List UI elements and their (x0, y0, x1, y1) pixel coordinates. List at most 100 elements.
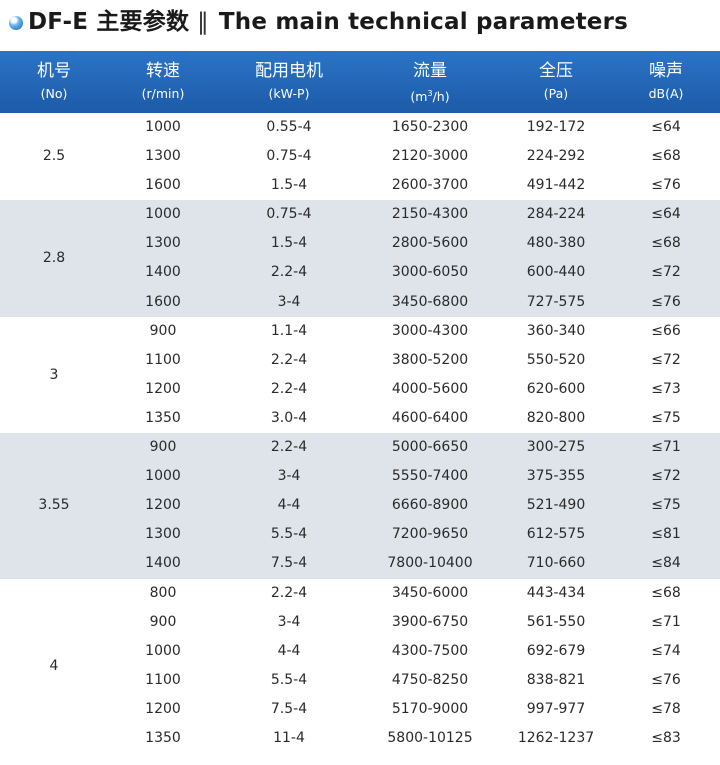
motor-cell: 5.5-4 (270, 526, 308, 543)
table-row: 1200 7.5-4 5170-9000 997-977 ≤78 (0, 695, 720, 724)
header-pressure-unit: (Pa) (543, 86, 569, 101)
model-group: 3 900 1.1-4 3000-4300 360-340 ≤66 1100 2.2-4 380… (0, 317, 720, 433)
motor-cell: 2.2-4 (270, 351, 308, 368)
model-group: 3.55 900 2.2-4 5000-6650 300-275 ≤71 1000 3-4 55… (0, 433, 720, 579)
table-row: 1350 11-4 5800-10125 1262-1237 ≤83 (0, 724, 720, 753)
motor-cell: 5.5-4 (270, 671, 308, 688)
pressure-cell: 521-490 (526, 497, 586, 514)
flow-cell: 2800-5600 (391, 235, 469, 252)
flow-cell: 5000-6650 (391, 439, 469, 456)
header-speed: 转速 (r/min) (108, 51, 218, 113)
model-number: 2.5 (42, 148, 66, 164)
header-flow-unit-pre: (m (410, 89, 428, 104)
header-speed-unit: (r/min) (141, 86, 185, 101)
motor-cell: 1.1-4 (270, 322, 308, 339)
table-row: 1100 2.2-4 3800-5200 550-520 ≤72 (0, 346, 720, 375)
pressure-cell: 710-660 (526, 555, 586, 572)
blue-bullet-icon (9, 16, 23, 30)
table-row: 1300 1.5-4 2800-5600 480-380 ≤68 (0, 229, 720, 258)
speed-cell: 1100 (145, 671, 181, 688)
noise-cell: ≤74 (651, 642, 681, 659)
motor-cell: 3-4 (277, 613, 301, 630)
table-row: 900 3-4 3900-6750 561-550 ≤71 (0, 608, 720, 637)
noise-cell: ≤71 (651, 439, 681, 456)
pressure-cell: 727-575 (526, 293, 586, 310)
header-noise-unit: dB(A) (648, 86, 684, 101)
flow-cell: 3900-6750 (391, 613, 469, 630)
header-noise: 噪声 dB(A) (612, 51, 720, 113)
table-row: 1200 2.2-4 4000-5600 620-600 ≤73 (0, 375, 720, 404)
speed-cell: 1200 (145, 380, 181, 397)
flow-cell: 4600-6400 (391, 409, 469, 426)
header-speed-label: 转速 (146, 61, 180, 81)
speed-cell: 1400 (145, 555, 181, 572)
header-noise-label: 噪声 (649, 61, 683, 81)
pressure-cell: 300-275 (526, 439, 586, 456)
flow-cell: 5800-10125 (387, 730, 473, 747)
speed-cell: 800 (149, 584, 177, 601)
pressure-cell: 491-442 (526, 177, 586, 194)
speed-cell: 1000 (145, 119, 181, 135)
model-number: 2.8 (42, 250, 66, 267)
motor-cell: 7.5-4 (270, 700, 308, 717)
table-row: 800 2.2-4 3450-6000 443-434 ≤68 (0, 579, 720, 608)
noise-cell: ≤78 (651, 700, 681, 717)
motor-cell: 0.75-4 (266, 206, 312, 223)
table-row: 1000 3-4 5550-7400 375-355 ≤72 (0, 462, 720, 491)
flow-cell: 2120-3000 (391, 148, 469, 165)
noise-cell: ≤68 (651, 148, 681, 165)
header-flow: 流量 (m3/h) (360, 51, 500, 113)
model-group: 2.8 1000 0.75-4 2150-4300 284-224 ≤64 1300 1.5-… (0, 200, 720, 317)
header-pressure: 全压 (Pa) (500, 51, 612, 113)
motor-cell: 3-4 (277, 293, 301, 310)
flow-cell: 3000-6050 (391, 264, 469, 281)
header-model: 机号 (No) (0, 51, 108, 113)
model-group: 4 800 2.2-4 3450-6000 443-434 ≤68 900 3-4 3900-6… (0, 579, 720, 754)
table-row: 1350 3.0-4 4600-6400 820-800 ≤75 (0, 404, 720, 433)
header-pressure-label: 全压 (539, 61, 573, 81)
flow-cell: 2150-4300 (391, 206, 469, 223)
motor-cell: 2.2-4 (270, 439, 308, 456)
pressure-cell: 443-434 (526, 584, 586, 601)
title-en: The main technical parameters (218, 9, 629, 35)
noise-cell: ≤72 (651, 264, 681, 281)
table-row: 1400 7.5-4 7800-10400 710-660 ≤84 (0, 549, 720, 578)
motor-cell: 3.0-4 (270, 409, 308, 426)
pressure-cell: 838-821 (526, 671, 586, 688)
table-row: 1000 0.75-4 2150-4300 284-224 ≤64 (0, 200, 720, 229)
header-flow-unit-post: /h) (432, 89, 450, 104)
title-cn: DF-E 主要参数 (28, 9, 190, 35)
motor-cell: 4-4 (277, 642, 301, 659)
speed-cell: 1600 (145, 293, 181, 310)
pressure-cell: 192-172 (526, 119, 586, 135)
header-motor-label: 配用电机 (255, 61, 323, 81)
model-number: 3.55 (38, 497, 70, 514)
flow-cell: 1650-2300 (391, 119, 469, 135)
header-motor: 配用电机 (kW-P) (218, 51, 360, 113)
title-bar: DF-E 主要参数 ‖ The main technical parameters (0, 0, 720, 46)
header-model-unit: (No) (40, 86, 68, 101)
flow-cell: 7200-9650 (391, 526, 469, 543)
header-motor-unit: (kW-P) (268, 86, 310, 101)
speed-cell: 1600 (145, 177, 181, 194)
speed-cell: 900 (149, 322, 177, 339)
speed-cell: 1300 (145, 235, 181, 252)
flow-cell: 6660-8900 (391, 497, 469, 514)
noise-cell: ≤68 (651, 235, 681, 252)
motor-cell: 1.5-4 (270, 235, 308, 252)
motor-cell: 0.55-4 (266, 119, 312, 135)
pressure-cell: 284-224 (526, 206, 586, 223)
noise-cell: ≤72 (651, 468, 681, 485)
table-row: 1000 4-4 4300-7500 692-679 ≤74 (0, 637, 720, 666)
noise-cell: ≤75 (651, 497, 681, 514)
model-number: 3 (49, 366, 59, 383)
speed-cell: 900 (149, 613, 177, 630)
pressure-cell: 360-340 (526, 322, 586, 339)
speed-cell: 1350 (145, 730, 181, 747)
table-row: 900 1.1-4 3000-4300 360-340 ≤66 (0, 317, 720, 346)
table-row: 1400 2.2-4 3000-6050 600-440 ≤72 (0, 258, 720, 287)
motor-cell: 0.75-4 (266, 148, 312, 165)
speed-cell: 900 (149, 439, 177, 456)
speed-cell: 1000 (145, 468, 181, 485)
noise-cell: ≤72 (651, 351, 681, 368)
